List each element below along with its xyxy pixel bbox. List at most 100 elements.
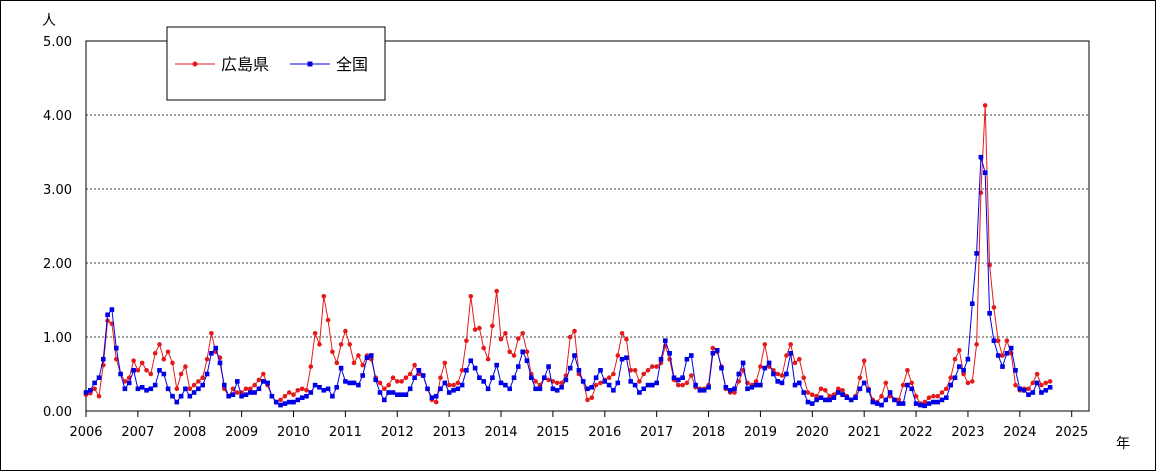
data-point [771, 371, 776, 377]
data-point [105, 312, 110, 318]
data-point [278, 402, 283, 408]
data-point [554, 380, 560, 386]
data-point [593, 382, 599, 388]
data-point [1004, 338, 1010, 344]
data-point [550, 386, 556, 392]
data-point [745, 386, 750, 392]
data-point [758, 382, 763, 388]
data-point [645, 382, 651, 388]
data-point [671, 375, 677, 380]
data-point [511, 353, 517, 358]
data-point [567, 365, 573, 371]
data-point [1013, 368, 1018, 373]
x-tick-label: 2013 [433, 425, 466, 440]
data-point [261, 379, 266, 384]
data-point [507, 386, 512, 392]
data-point [498, 336, 504, 342]
data-point [831, 395, 837, 400]
data-point [226, 393, 231, 399]
data-point [464, 368, 469, 373]
data-point [516, 336, 521, 341]
data-point [165, 386, 171, 392]
data-point [797, 356, 802, 362]
data-point [109, 307, 115, 312]
data-point [974, 251, 979, 256]
data-point [360, 373, 365, 378]
data-point [83, 390, 89, 395]
legend-label-hiroshima: 広島県 [221, 55, 269, 74]
data-point [144, 388, 149, 393]
data-point [377, 380, 383, 386]
data-point [209, 331, 214, 336]
data-point [308, 364, 314, 369]
data-point [533, 386, 538, 392]
data-point [689, 353, 694, 358]
data-point [766, 360, 772, 366]
data-point [135, 368, 141, 373]
data-point [429, 395, 435, 400]
data-point [913, 393, 919, 399]
data-point [684, 356, 690, 362]
data-point [913, 401, 919, 406]
data-point [727, 388, 733, 393]
data-point [879, 393, 884, 399]
data-point [1004, 351, 1010, 356]
data-point [676, 382, 681, 388]
data-point [619, 331, 625, 336]
data-point [974, 342, 979, 347]
data-point [866, 388, 871, 393]
data-point [658, 356, 664, 362]
data-point [347, 342, 353, 347]
data-point [944, 386, 949, 392]
data-point [178, 393, 184, 399]
data-point [386, 390, 391, 395]
data-point [797, 380, 802, 386]
data-point [909, 386, 914, 392]
data-point [948, 382, 953, 388]
data-point [935, 399, 940, 405]
data-point [325, 386, 331, 392]
data-point [775, 379, 780, 384]
data-point [585, 397, 590, 403]
legend: 広島県 全国 [166, 26, 386, 101]
data-point [187, 393, 193, 399]
data-point [814, 397, 819, 403]
data-point [554, 388, 560, 393]
data-point [498, 380, 504, 386]
data-point [883, 380, 889, 386]
data-point [542, 375, 547, 380]
data-point [222, 382, 227, 388]
data-point [334, 385, 339, 390]
data-point [619, 356, 625, 362]
data-point [88, 388, 93, 393]
data-point [939, 390, 945, 395]
data-point [183, 364, 188, 369]
data-point [295, 388, 301, 393]
data-point [230, 392, 236, 397]
data-point [611, 388, 616, 393]
data-point [477, 325, 482, 331]
x-tick-label: 2019 [744, 425, 777, 440]
data-point [438, 386, 443, 392]
data-point [295, 397, 301, 403]
data-point [667, 351, 672, 356]
data-point [472, 365, 478, 371]
data-point [559, 380, 564, 386]
data-point [982, 170, 988, 175]
data-point [382, 397, 387, 403]
data-point [248, 386, 253, 392]
data-point [395, 392, 400, 397]
data-point [161, 371, 167, 377]
data-point [399, 392, 404, 397]
data-point [784, 371, 789, 377]
data-point [191, 382, 197, 388]
data-point [485, 386, 491, 392]
data-point [991, 338, 997, 343]
data-point [325, 317, 331, 323]
data-point [840, 388, 845, 393]
y-tick-label: 4.00 [43, 109, 72, 124]
data-point [118, 371, 123, 377]
data-point [827, 393, 832, 399]
data-point [624, 336, 629, 342]
